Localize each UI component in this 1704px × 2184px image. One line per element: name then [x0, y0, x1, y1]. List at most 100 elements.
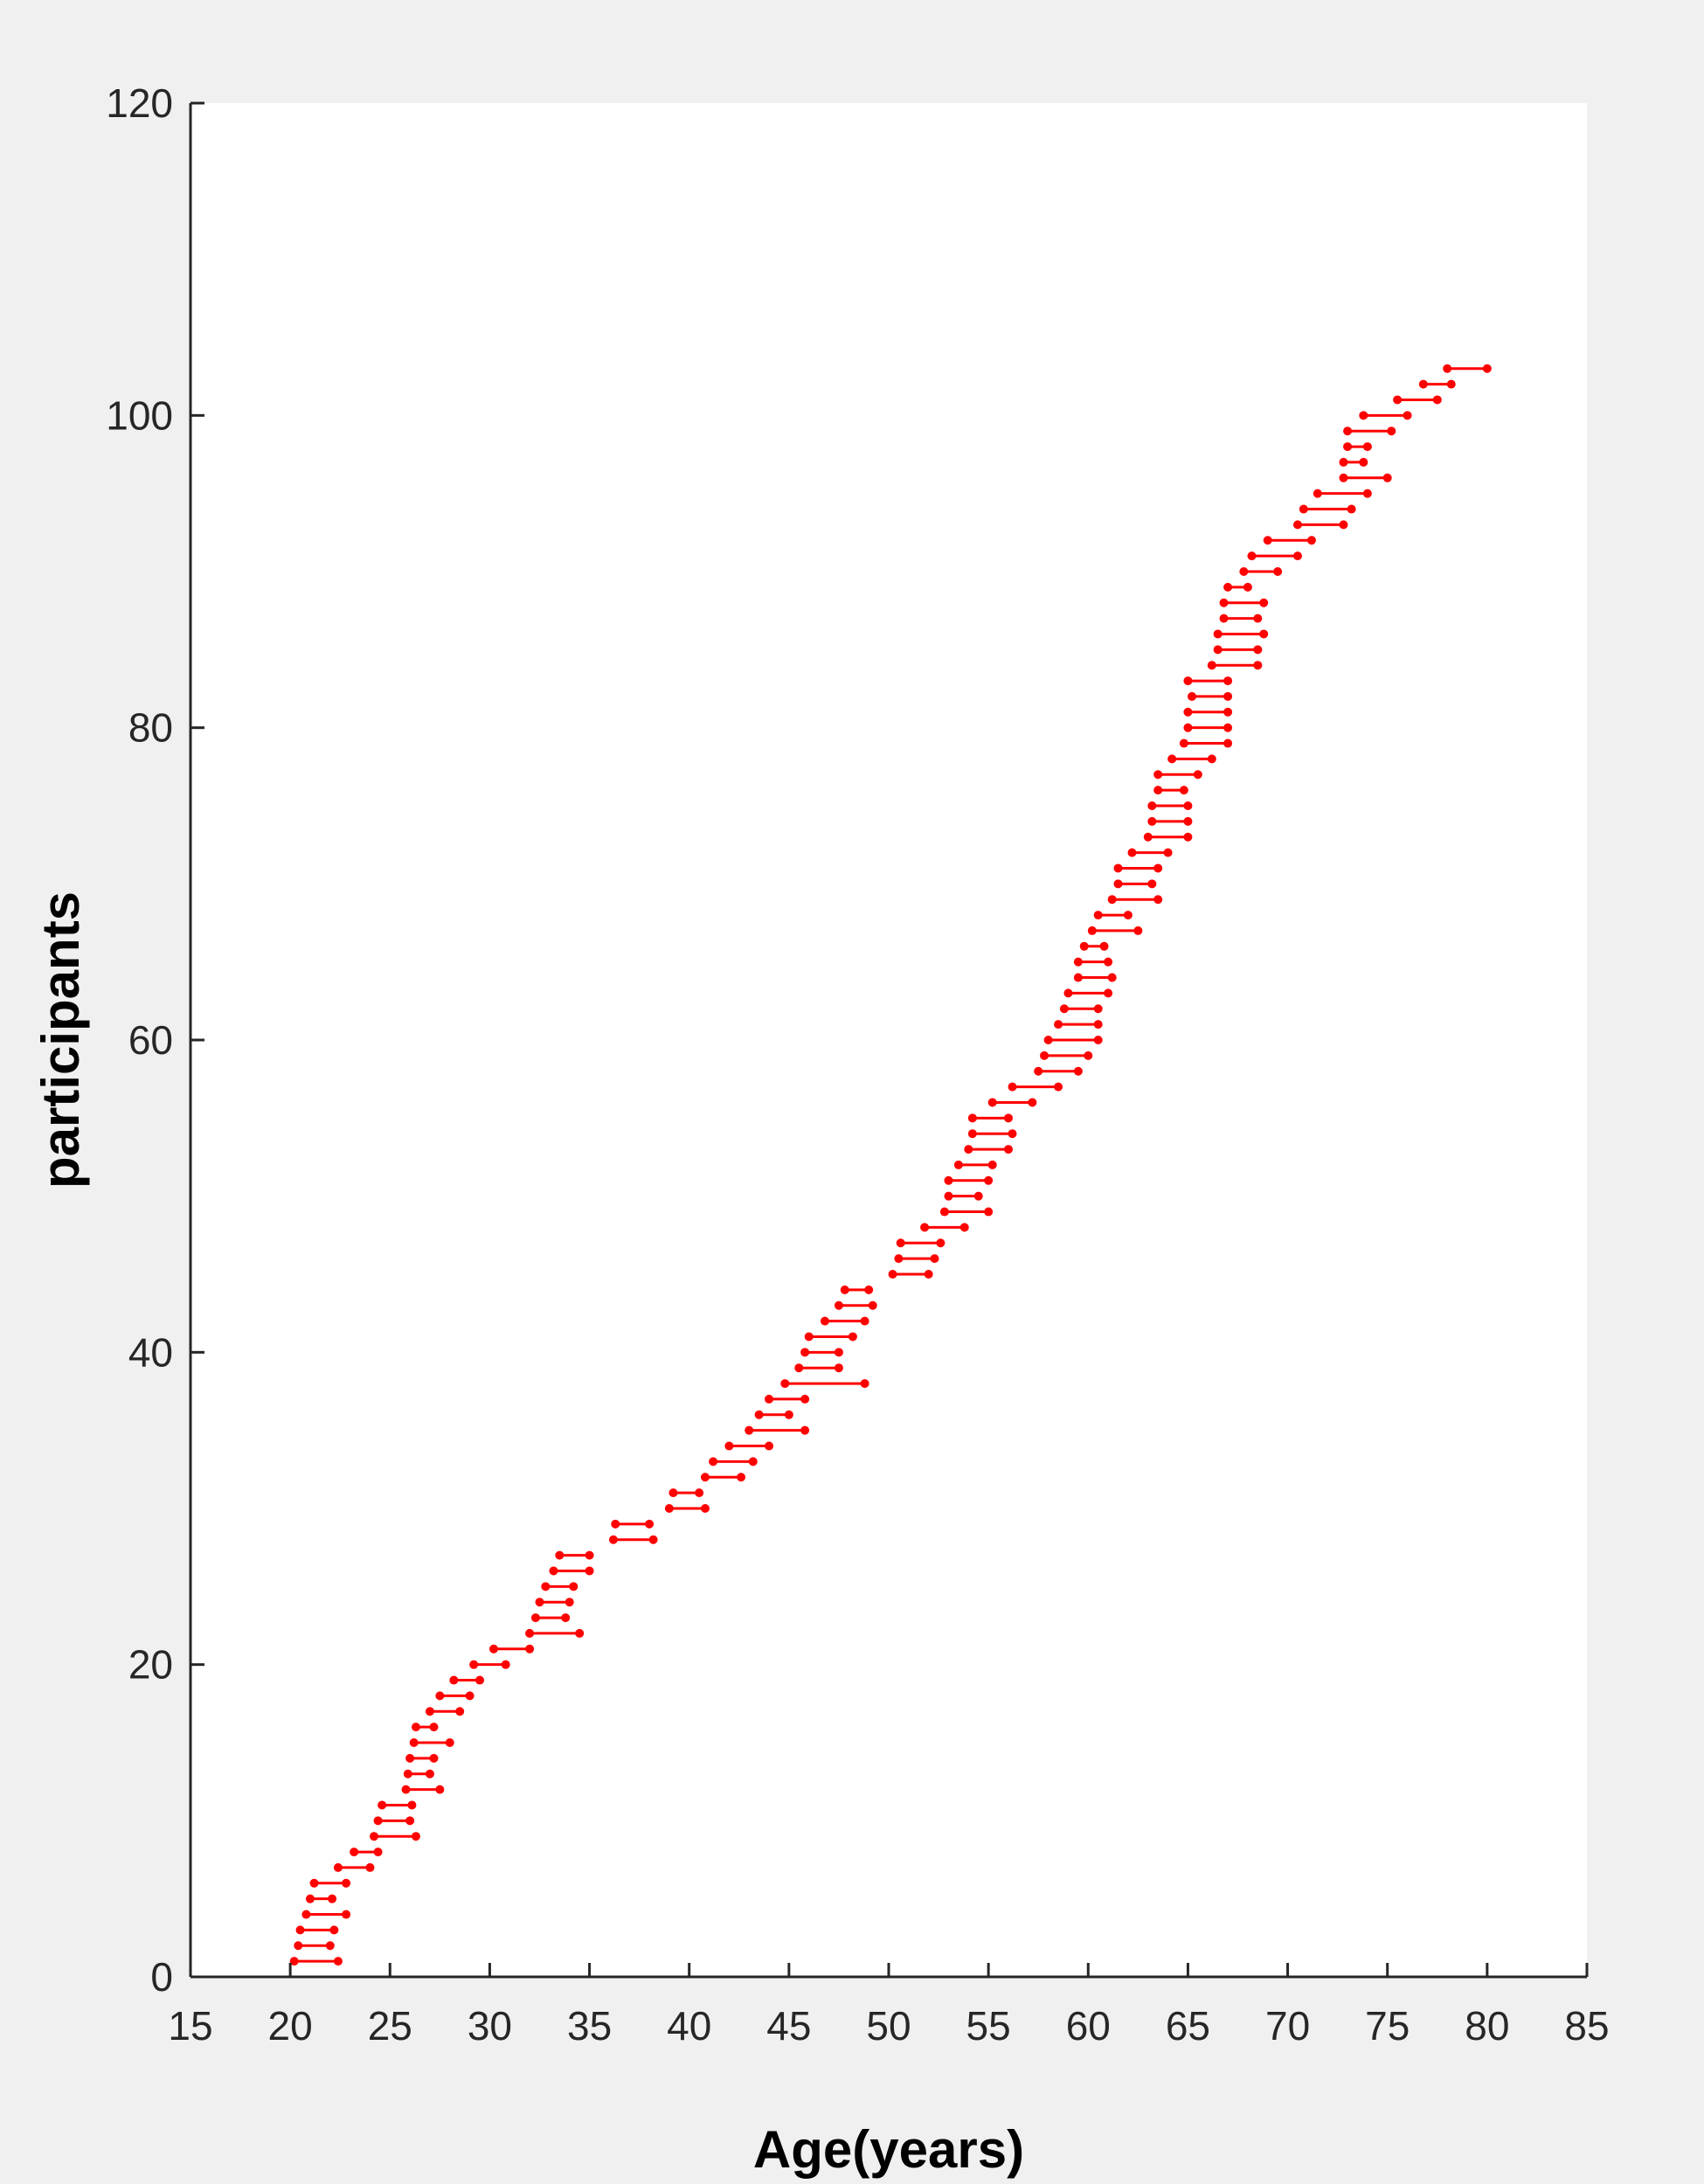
participant-start-point	[608, 1535, 618, 1544]
participant-end-point	[1259, 598, 1269, 607]
participant-end-point	[1223, 691, 1233, 701]
participant-end-point	[575, 1628, 585, 1638]
participant-end-point	[700, 1504, 710, 1513]
participant-end-point	[1008, 1129, 1017, 1139]
participant-end-point	[1193, 770, 1202, 780]
participant-start-point	[309, 1878, 319, 1888]
participant-start-point	[525, 1628, 535, 1638]
participant-start-point	[541, 1582, 551, 1591]
participant-end-point	[973, 1191, 983, 1201]
participant-start-point	[1213, 629, 1223, 639]
participant-start-point	[1113, 879, 1123, 889]
participant-end-point	[1093, 1036, 1103, 1044]
participant-end-point	[748, 1457, 758, 1466]
participant-start-point	[1153, 786, 1163, 795]
x-axis-title: Age(years)	[753, 2120, 1024, 2179]
participant-start-point	[840, 1285, 849, 1294]
participant-start-point	[800, 1348, 810, 1357]
participant-start-point	[1183, 723, 1193, 732]
participant-end-point	[860, 1379, 869, 1389]
participant-end-point	[1223, 723, 1233, 732]
participant-end-point	[1104, 988, 1113, 998]
participant-end-point	[987, 1160, 997, 1169]
participant-start-point	[1292, 520, 1302, 530]
participant-start-point	[611, 1519, 620, 1529]
participant-start-point	[754, 1410, 764, 1419]
participant-start-point	[1107, 895, 1117, 905]
participant-end-point	[1183, 816, 1193, 826]
participant-end-point	[800, 1394, 810, 1404]
participant-start-point	[700, 1473, 710, 1482]
participant-start-point	[1219, 598, 1229, 607]
participant-end-point	[1292, 551, 1302, 561]
participant-start-point	[745, 1425, 754, 1435]
participant-end-point	[411, 1832, 420, 1841]
participant-end-point	[1003, 1145, 1013, 1154]
participant-end-point	[737, 1473, 746, 1482]
participant-start-point	[820, 1316, 829, 1326]
participant-end-point	[1223, 676, 1233, 686]
participant-end-point	[435, 1785, 445, 1794]
participant-start-point	[488, 1644, 498, 1654]
participant-end-point	[585, 1550, 594, 1560]
participant-start-point	[1207, 661, 1216, 670]
participant-start-point	[1179, 738, 1188, 748]
x-tick-label: 25	[368, 2003, 412, 2049]
participant-end-point	[959, 1223, 969, 1232]
participant-start-point	[301, 1910, 311, 1919]
participant-start-point	[953, 1160, 963, 1169]
participant-end-point	[465, 1691, 474, 1701]
participant-end-point	[1306, 536, 1316, 545]
axes-layer: 15 20 25 30 35 40 45 50 55 60 65 70 75 80 85 0 20 40 60 80 1…	[106, 80, 1609, 2049]
participant-end-point	[1179, 786, 1188, 795]
participant-start-point	[403, 1769, 412, 1778]
participant-start-point	[1087, 926, 1097, 935]
participant-start-point	[967, 1129, 977, 1139]
participant-start-point	[435, 1691, 445, 1701]
participant-start-point	[305, 1894, 315, 1903]
y-tick-label: 120	[106, 80, 173, 126]
participant-end-point	[1259, 629, 1269, 639]
participant-start-point	[668, 1488, 678, 1498]
x-tick-label: 35	[567, 2003, 612, 2049]
participant-start-point	[425, 1707, 434, 1716]
x-tick-label: 65	[1166, 2003, 1210, 2049]
participant-start-point	[1034, 1066, 1043, 1076]
plot-area	[190, 103, 1587, 1977]
participant-start-point	[1167, 754, 1177, 764]
participant-end-point	[1243, 582, 1252, 592]
participant-end-point	[1362, 442, 1372, 452]
participant-end-point	[648, 1535, 658, 1544]
participant-end-point	[585, 1566, 594, 1576]
participant-end-point	[1093, 1020, 1103, 1030]
participant-start-point	[896, 1238, 905, 1248]
participant-start-point	[944, 1175, 953, 1185]
participant-end-point	[924, 1270, 933, 1279]
participant-start-point	[967, 1113, 977, 1123]
participant-end-point	[1207, 754, 1216, 764]
participant-start-point	[1418, 379, 1428, 389]
x-tick-label: 75	[1365, 2003, 1410, 2049]
participant-end-point	[1223, 738, 1233, 748]
participant-start-point	[295, 1925, 305, 1935]
y-tick-label: 20	[128, 1642, 173, 1688]
participant-start-point	[1343, 442, 1353, 452]
participant-end-point	[1359, 457, 1368, 467]
participant-start-point	[1059, 1004, 1069, 1014]
participant-start-point	[1263, 536, 1272, 545]
participant-start-point	[1147, 801, 1157, 810]
participant-start-point	[894, 1254, 904, 1264]
participant-start-point	[373, 1816, 383, 1826]
participant-start-point	[370, 1832, 379, 1841]
participant-end-point	[800, 1425, 810, 1435]
participant-start-point	[1213, 645, 1223, 655]
participant-start-point	[1054, 1020, 1063, 1030]
participant-start-point	[709, 1457, 718, 1466]
x-tick-label: 30	[468, 2003, 512, 2049]
participant-start-point	[1183, 676, 1193, 686]
participant-start-point	[939, 1207, 949, 1217]
participant-start-point	[1219, 614, 1229, 623]
participant-end-point	[1153, 863, 1163, 873]
participant-start-point	[449, 1675, 459, 1685]
